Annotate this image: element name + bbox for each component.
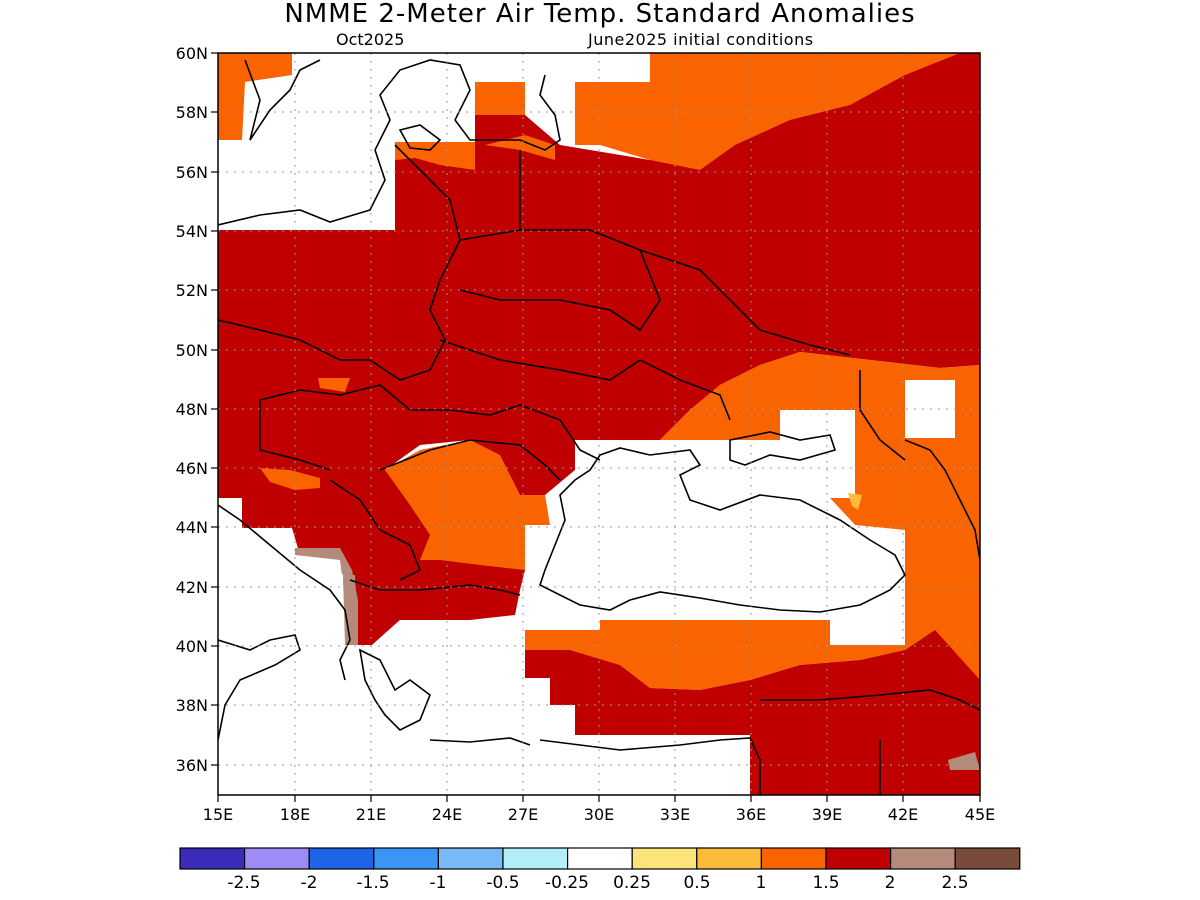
lat-label: 52N [176,281,208,300]
colorbar-label: -2 [301,873,318,893]
lon-label: 42E [888,805,918,824]
colorbar-label: -2.5 [227,873,260,893]
target-month-label: Oct2025 [336,30,405,49]
colorbar-swatch [696,847,762,870]
lat-label: 60N [176,44,208,63]
initial-conditions-label: June2025 initial conditions [588,30,814,49]
lat-label: 36N [176,756,208,775]
axis-ticks [211,52,981,802]
lon-label: 36E [736,805,766,824]
colorbar-swatch [502,847,569,870]
lon-label: 24E [432,805,462,824]
colorbar-swatch [179,847,246,870]
anomaly-fields [218,53,980,795]
lon-label: 33E [660,805,690,824]
lon-label: 27E [508,805,538,824]
lat-label: 46N [176,459,208,478]
colorbar-swatch [437,847,504,870]
chart-title: NMME 2-Meter Air Temp. Standard Anomalie… [284,0,916,29]
colorbar-swatch [373,847,439,870]
colorbar-swatch [760,847,827,870]
colorbar-label: -1 [430,873,447,893]
lat-label: 38N [176,696,208,715]
colorbar-labels: -2.5 -2 -1.5 -1 -0.5 -0.25 0.25 0.5 1 1.… [227,873,968,893]
lat-label: 40N [176,637,208,656]
lon-label: 18E [280,805,310,824]
lat-label: 44N [176,518,208,537]
colorbar-swatch [825,847,892,870]
colorbar-label: -0.5 [486,873,519,893]
colorbar-label: 2 [885,873,896,893]
colorbar-swatch [244,847,310,870]
colorbar-swatch [889,847,956,870]
lon-labels: 15E 18E 21E 24E 27E 30E 33E 36E 39E 42E … [203,805,995,824]
colorbar-label: -1.5 [356,873,389,893]
colorbar-swatch [566,847,633,870]
coastlines [218,59,980,795]
colorbar-label: 0.5 [683,873,710,893]
lat-label: 50N [176,341,208,360]
lon-label: 15E [203,805,233,824]
lon-label: 45E [965,805,995,824]
colorbar-swatch [954,847,1021,870]
lat-label: 58N [176,103,208,122]
lon-label: 21E [356,805,386,824]
colorbar-swatch [308,847,375,870]
lat-label: 48N [176,400,208,419]
lat-label: 54N [176,222,208,241]
colorbar-label: 1 [756,873,767,893]
colorbar-label: -0.25 [545,873,589,893]
colorbar [179,847,1021,870]
lat-label: 56N [176,163,208,182]
colorbar-swatch [631,847,698,870]
colorbar-label: 2.5 [941,873,968,893]
colorbar-label: 1.5 [812,873,839,893]
lat-label: 42N [176,578,208,597]
lat-labels: 60N 58N 56N 54N 52N 50N 48N 46N 44N 42N … [176,44,208,775]
lon-label: 30E [584,805,614,824]
colorbar-label: 0.25 [613,873,651,893]
lon-label: 39E [812,805,842,824]
